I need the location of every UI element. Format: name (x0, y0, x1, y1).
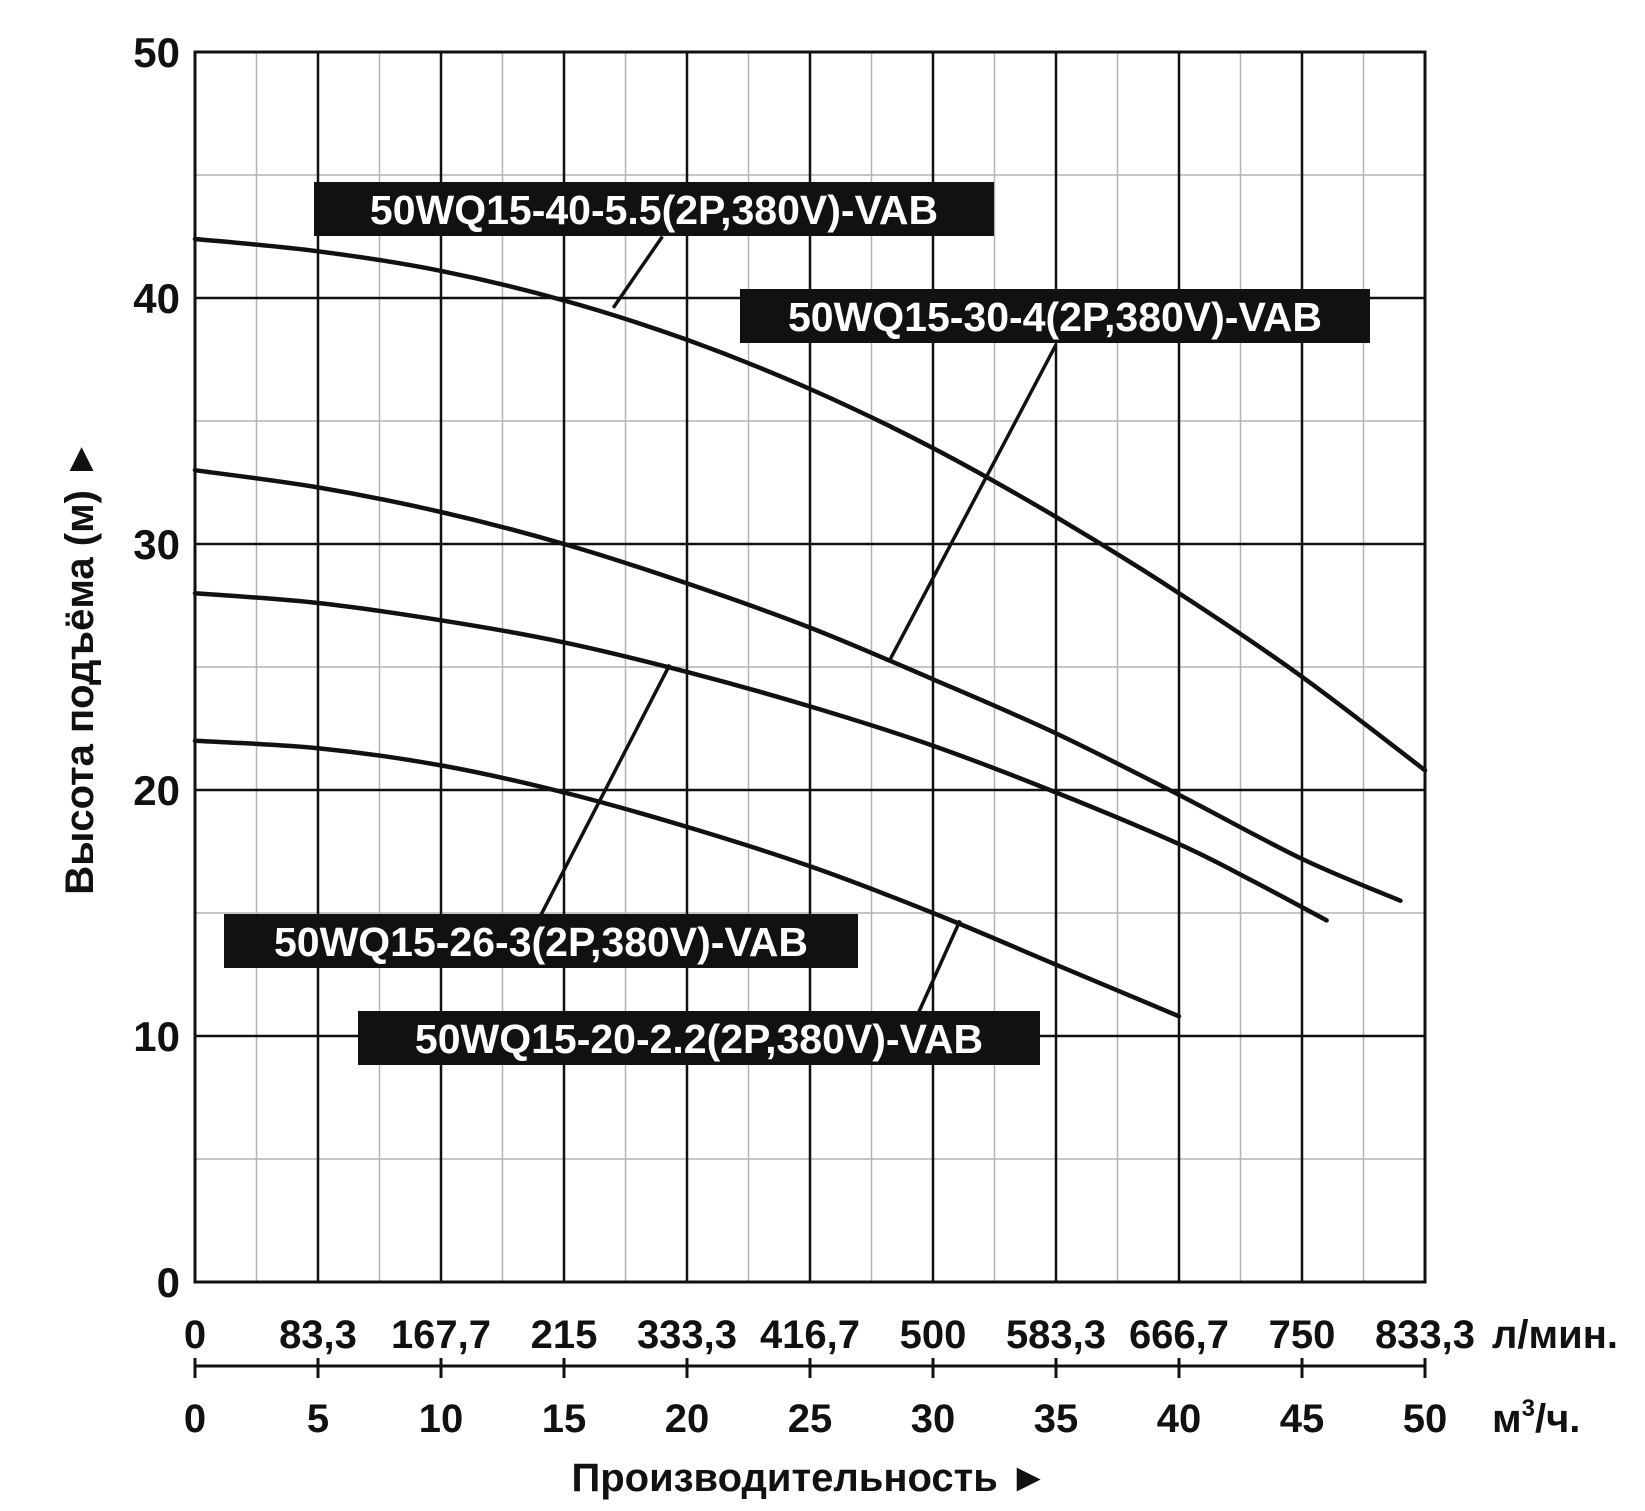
x-tick-label-lmin: 83,3 (279, 1313, 357, 1357)
y-axis-title: Высота подъёма (м) ► (58, 439, 102, 894)
x-tick-label-m3h: 35 (1034, 1397, 1079, 1441)
x-tick-label-m3h: 45 (1280, 1397, 1325, 1441)
y-tick-label: 40 (133, 275, 180, 322)
x-tick-label-lmin: 333,3 (637, 1313, 737, 1357)
pump-curve-1 (192, 236, 1428, 773)
x-unit-m3h: м3/ч. (1492, 1395, 1580, 1441)
x-tick-label-lmin: 833,3 (1375, 1313, 1475, 1357)
series-label-2: 50WQ15-30-4(2P,380V)-VAB (788, 294, 1322, 340)
series-label-box-4 (358, 1011, 1040, 1065)
label-pointer-4 (914, 919, 962, 1020)
x-tick-labels-lmin: 0 83,3 167,7 215 333,3 416,7 500 583,3 666,7 750 8… (184, 1313, 1475, 1357)
series-labels: 50WQ15-40-5.5(2P,380V)-VAB 50WQ15-30-4(2P… (224, 182, 1370, 1065)
y-tick-label: 50 (133, 29, 180, 76)
x-tick-label-lmin: 167,7 (391, 1313, 491, 1357)
x-tick-label-m3h: 30 (911, 1397, 956, 1441)
label-pointer-3 (537, 663, 672, 919)
x-tick-label-m3h: 50 (1403, 1397, 1448, 1441)
pump-curve-3 (192, 590, 1329, 923)
series-label-box-2 (740, 289, 1370, 343)
x-tick-label-lmin: 0 (184, 1313, 206, 1357)
pump-curve-2 (192, 467, 1403, 903)
x-unit-lmin: л/мин. (1492, 1313, 1618, 1357)
pump-curve-4 (192, 738, 1182, 1019)
y-tick-labels: 0 10 20 30 40 50 (133, 29, 180, 1306)
x-tick-label-lmin: 750 (1269, 1313, 1336, 1357)
x-tick-label-m3h: 25 (788, 1397, 833, 1441)
y-tick-label: 0 (157, 1259, 180, 1306)
pump-curves (192, 236, 1428, 1019)
series-label-4: 50WQ15-20-2.2(2P,380V)-VAB (415, 1016, 983, 1062)
series-label-box-1 (314, 182, 994, 236)
series-label-1: 50WQ15-40-5.5(2P,380V)-VAB (370, 187, 938, 233)
plot-frame (193, 50, 1427, 1284)
x-tick-label-lmin: 416,7 (760, 1313, 860, 1357)
x-tick-label-lmin: 500 (900, 1313, 967, 1357)
x-tick-label-m3h: 20 (665, 1397, 710, 1441)
x-tick-label-m3h: 0 (184, 1397, 206, 1441)
y-tick-label: 20 (133, 767, 180, 814)
x-tick-label-m3h: 5 (307, 1397, 329, 1441)
label-pointer-1 (611, 235, 664, 309)
x-axis-m3h (193, 1358, 1427, 1378)
label-pointer-2 (887, 343, 1058, 663)
x-tick-labels-m3h: 0 5 10 15 20 25 30 35 40 45 50 (184, 1397, 1447, 1441)
y-tick-label: 10 (133, 1013, 180, 1060)
y-tick-label: 30 (133, 521, 180, 568)
label-pointers (537, 235, 1058, 1020)
x-tick-label-lmin: 583,3 (1006, 1313, 1106, 1357)
x-tick-label-m3h: 10 (419, 1397, 464, 1441)
series-label-3: 50WQ15-26-3(2P,380V)-VAB (274, 919, 808, 965)
x-axis-title: Производительность ► (571, 1456, 1048, 1500)
x-tick-label-m3h: 40 (1157, 1397, 1202, 1441)
x-tick-label-m3h: 15 (542, 1397, 587, 1441)
x-tick-label-lmin: 215 (531, 1313, 598, 1357)
x-tick-label-lmin: 666,7 (1129, 1313, 1229, 1357)
series-label-box-3 (224, 914, 858, 968)
